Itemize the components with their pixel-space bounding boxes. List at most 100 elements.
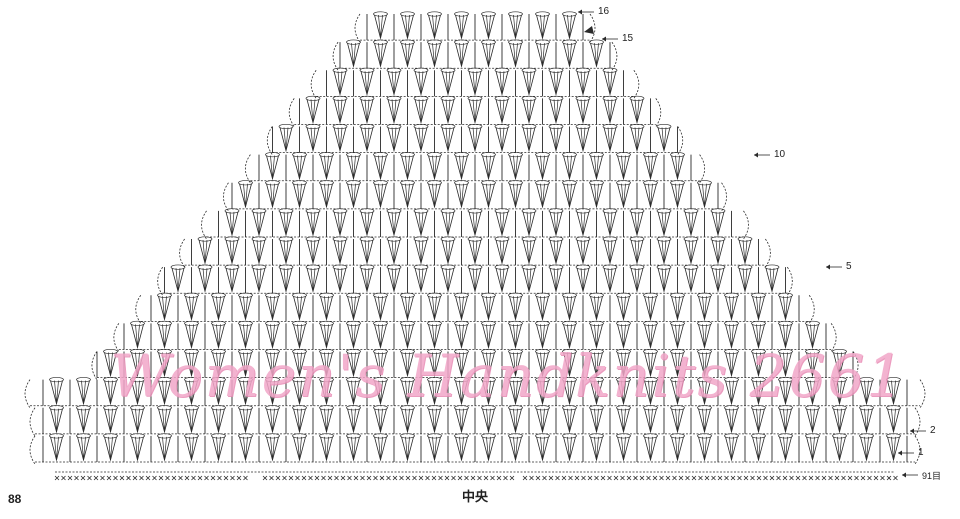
single-crochet-mark bbox=[152, 475, 157, 481]
turning-chain bbox=[24, 379, 31, 408]
turning-chain bbox=[786, 266, 793, 296]
single-crochet-mark bbox=[743, 475, 749, 481]
chain-loop bbox=[643, 348, 658, 355]
v-stitch bbox=[742, 268, 748, 292]
chain-loop bbox=[332, 236, 348, 242]
v-stitch bbox=[202, 239, 208, 264]
v-stitch bbox=[621, 183, 626, 207]
chain-loop bbox=[778, 433, 793, 439]
chain-loop bbox=[332, 264, 348, 270]
chart-row bbox=[113, 320, 837, 352]
v-stitch bbox=[648, 436, 653, 461]
chain-loop bbox=[521, 123, 537, 130]
v-stitch bbox=[513, 380, 518, 404]
v-stitch bbox=[445, 99, 451, 123]
chart-row bbox=[310, 67, 640, 99]
chain-loop bbox=[481, 292, 496, 298]
v-stitch bbox=[189, 324, 194, 348]
v-stitch bbox=[405, 352, 410, 376]
single-crochet-mark bbox=[795, 475, 801, 481]
v-stitch bbox=[378, 380, 383, 404]
v-stitch bbox=[891, 408, 896, 432]
chain-loop bbox=[832, 348, 847, 355]
chain-loop bbox=[859, 433, 874, 439]
single-crochet-mark bbox=[100, 475, 105, 481]
chain-loop bbox=[454, 320, 469, 326]
single-crochet-mark bbox=[178, 475, 183, 481]
chain-loop bbox=[467, 67, 483, 73]
chain-loop bbox=[670, 348, 685, 355]
chain-loop bbox=[184, 292, 199, 298]
chain-loop bbox=[481, 180, 496, 186]
chain-loop bbox=[602, 236, 618, 242]
v-stitch bbox=[756, 408, 761, 432]
chain-loop bbox=[440, 264, 456, 270]
chain-loop bbox=[467, 236, 483, 242]
chain-loop bbox=[373, 152, 388, 158]
v-stitch bbox=[270, 352, 275, 376]
chain-loop bbox=[535, 11, 550, 17]
v-stitch bbox=[297, 324, 302, 348]
chain-loop bbox=[454, 433, 469, 439]
chain-loop bbox=[440, 123, 456, 130]
single-crochet-mark bbox=[314, 475, 320, 481]
chain-loop bbox=[157, 405, 172, 411]
v-stitch bbox=[513, 183, 518, 207]
chain-loop bbox=[656, 264, 672, 270]
single-crochet-mark bbox=[470, 475, 476, 481]
v-stitch bbox=[324, 155, 329, 179]
v-stitch bbox=[445, 211, 451, 236]
chain-loop bbox=[197, 264, 213, 270]
v-stitch bbox=[418, 71, 424, 95]
v-stitch bbox=[607, 239, 613, 264]
chain-loop bbox=[616, 348, 631, 355]
v-stitch bbox=[540, 324, 545, 348]
chain-loop bbox=[359, 264, 375, 270]
chain-loop bbox=[346, 348, 361, 355]
single-crochet-mark bbox=[483, 475, 489, 481]
v-stitch bbox=[108, 436, 113, 461]
chain-loop bbox=[683, 264, 699, 270]
chain-loop bbox=[265, 433, 280, 439]
chain-loop bbox=[562, 405, 577, 411]
v-stitch bbox=[715, 268, 721, 292]
v-stitch bbox=[405, 324, 410, 348]
turning-chain bbox=[288, 98, 295, 127]
v-stitch bbox=[283, 211, 289, 236]
v-stitch bbox=[783, 324, 788, 348]
single-crochet-mark bbox=[665, 475, 671, 481]
v-stitch bbox=[634, 127, 640, 151]
turning-chain bbox=[914, 435, 921, 465]
single-crochet-mark bbox=[80, 475, 86, 481]
v-stitch bbox=[108, 352, 113, 376]
chain-loop bbox=[751, 433, 766, 439]
v-stitch bbox=[378, 408, 383, 432]
single-crochet-mark bbox=[93, 475, 99, 481]
single-crochet-mark bbox=[243, 475, 248, 481]
single-crochet-mark bbox=[340, 475, 346, 481]
single-crochet-mark bbox=[496, 475, 502, 481]
v-stitch bbox=[594, 380, 599, 404]
chain-loop bbox=[454, 11, 469, 17]
v-stitch bbox=[513, 43, 518, 67]
chain-loop bbox=[157, 348, 172, 355]
v-stitch bbox=[405, 408, 410, 432]
v-stitch bbox=[324, 436, 329, 461]
chain-loop bbox=[832, 433, 847, 439]
v-stitch bbox=[243, 436, 248, 461]
v-stitch bbox=[540, 408, 545, 432]
chain-loop bbox=[292, 320, 307, 326]
v-stitch bbox=[108, 380, 113, 404]
chain-loop bbox=[103, 433, 118, 439]
chain-loop bbox=[184, 377, 199, 383]
single-crochet-mark bbox=[54, 475, 60, 481]
chain-loop bbox=[467, 208, 483, 214]
chain-loop bbox=[346, 292, 361, 298]
v-stitch bbox=[324, 380, 329, 404]
v-stitch bbox=[364, 99, 370, 123]
page-number: 88 bbox=[8, 492, 22, 506]
v-stitch bbox=[567, 296, 572, 320]
chain-loop bbox=[427, 152, 442, 158]
v-stitch bbox=[729, 408, 734, 432]
chain-loop bbox=[778, 348, 793, 355]
